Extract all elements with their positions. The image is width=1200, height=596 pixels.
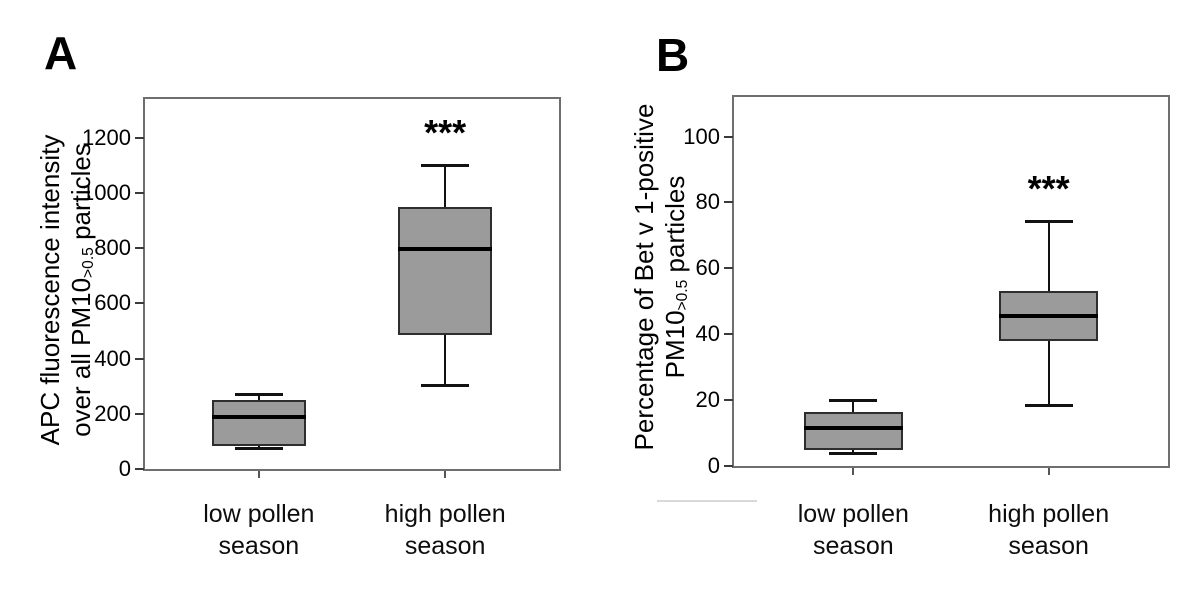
whisker-cap bbox=[1024, 404, 1073, 408]
x-category-label-line: season bbox=[1008, 532, 1089, 560]
x-tick-mark bbox=[444, 471, 447, 478]
x-category-label: high pollen season bbox=[385, 498, 506, 562]
x-category-label-line: low pollen bbox=[203, 500, 315, 528]
whisker-cap bbox=[421, 383, 470, 387]
y-tick-mark bbox=[135, 247, 144, 250]
x-category-label-line: season bbox=[813, 532, 894, 560]
median-line bbox=[803, 426, 903, 431]
x-category-label-line: season bbox=[218, 532, 300, 560]
median-line bbox=[211, 414, 306, 419]
x-tick-mark bbox=[257, 471, 260, 478]
box-iqr bbox=[211, 399, 306, 446]
panel-b-plot-area: 0 20 40 60 80 100 *** bbox=[683, 95, 1170, 478]
y-tick-mark bbox=[724, 399, 733, 402]
y-tick-label: 0 bbox=[707, 453, 720, 478]
y-tick-mark bbox=[135, 412, 144, 415]
x-category-label-line: high pollen bbox=[988, 500, 1110, 528]
y-tick-mark bbox=[724, 333, 733, 336]
y-tick-mark bbox=[724, 135, 733, 138]
y-tick-mark bbox=[724, 201, 733, 204]
box-iqr bbox=[398, 206, 493, 336]
y-tick-label: 800 bbox=[94, 235, 131, 261]
y-tick-mark bbox=[135, 357, 144, 360]
y-tick-label: 20 bbox=[695, 387, 720, 413]
x-category-label: high pollen season bbox=[988, 498, 1109, 562]
y-tick-label: 1200 bbox=[82, 124, 131, 150]
significance-stars: *** bbox=[1027, 167, 1070, 209]
median-line bbox=[398, 247, 493, 252]
y-tick-label: 1000 bbox=[82, 179, 131, 205]
y-tick-mark bbox=[724, 465, 733, 467]
panel-a-letter: A bbox=[44, 27, 78, 79]
x-tick-mark bbox=[1047, 468, 1050, 475]
y-tick-mark bbox=[135, 302, 144, 305]
panel-b-letter: B bbox=[656, 29, 690, 81]
whisker-cap bbox=[829, 399, 878, 403]
y-tick-mark bbox=[135, 191, 144, 194]
median-line bbox=[999, 314, 1099, 319]
y-tick-label: 0 bbox=[118, 456, 131, 481]
y-tick-mark bbox=[135, 468, 144, 470]
x-category-label-line: season bbox=[404, 532, 486, 560]
x-category-label-line: high pollen bbox=[384, 500, 506, 528]
y-tick-label: 60 bbox=[695, 255, 720, 281]
whisker-cap bbox=[829, 451, 878, 455]
box-iqr bbox=[803, 411, 903, 450]
y-tick-label: 40 bbox=[695, 321, 720, 347]
x-tick-mark bbox=[852, 468, 855, 475]
y-tick-label: 400 bbox=[94, 345, 131, 371]
y-tick-label: 200 bbox=[94, 400, 131, 426]
x-category-label: low pollen season bbox=[203, 498, 314, 562]
whisker-cap bbox=[234, 393, 283, 397]
x-category-label-line: low pollen bbox=[797, 500, 909, 528]
y-tick-label: 80 bbox=[695, 189, 720, 215]
y-tick-label: 600 bbox=[94, 290, 131, 316]
x-category-label: low pollen season bbox=[798, 498, 909, 562]
whisker-cap bbox=[421, 164, 470, 168]
y-tick-label: 100 bbox=[683, 123, 720, 149]
whisker-cap bbox=[1024, 219, 1073, 223]
y-axis-title-subscript: >0.5 bbox=[674, 279, 692, 311]
panel-a-plot-area: 0 200 400 600 800 1000 1200 *** bbox=[82, 97, 561, 481]
y-tick-mark bbox=[135, 136, 144, 139]
significance-stars: *** bbox=[424, 112, 467, 154]
y-tick-mark bbox=[724, 267, 733, 270]
scan-artifact-line bbox=[657, 500, 757, 502]
whisker-cap bbox=[234, 447, 283, 451]
